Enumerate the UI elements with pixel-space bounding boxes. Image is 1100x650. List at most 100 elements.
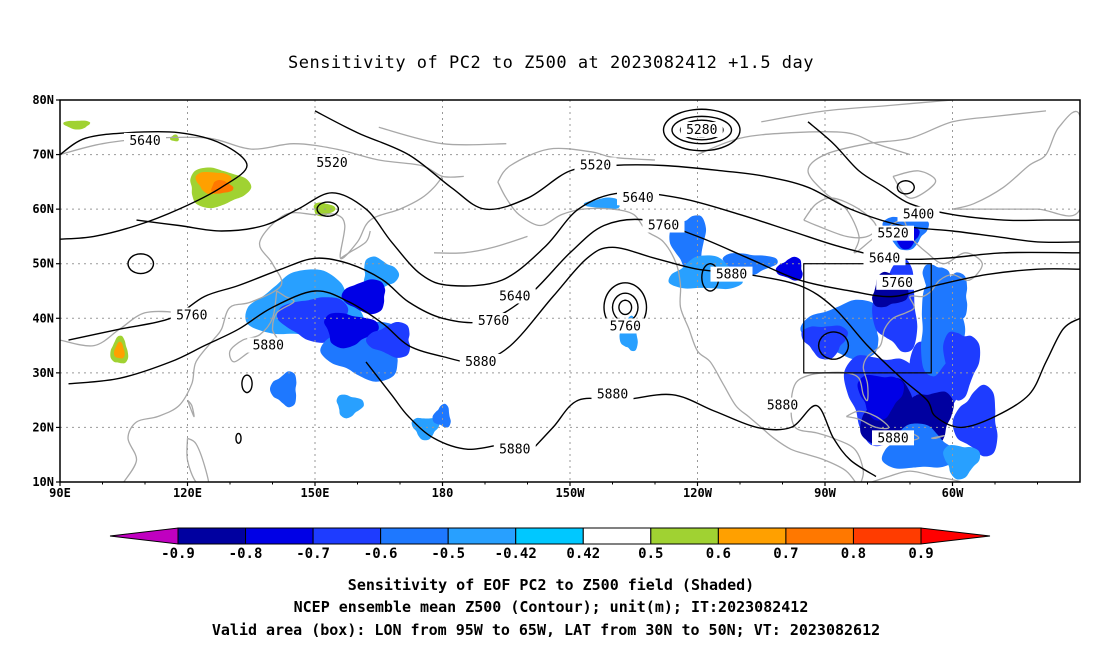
contour-label: 5520 bbox=[316, 156, 347, 171]
colorbar: -0.9 -0.8 -0.7 -0.6 -0.5 -0.42 0.42 0.5 0.6 0.7 0.… bbox=[109, 527, 991, 562]
contour-label: 5400 bbox=[903, 208, 934, 223]
coastline-9 bbox=[790, 110, 1047, 482]
shade-negative-10 bbox=[341, 279, 386, 315]
contour-label-bg bbox=[493, 441, 536, 457]
z500-closed-contour-11 bbox=[817, 331, 850, 360]
z500-contour-2 bbox=[807, 121, 1080, 222]
colorbar-box bbox=[245, 527, 314, 545]
caption-line-1: Sensitivity of EOF PC2 to Z500 field (Sh… bbox=[348, 576, 754, 594]
colorbar-box bbox=[717, 527, 787, 545]
lat-tick-label: 50N bbox=[32, 257, 54, 271]
colorbar-label: -0.9 bbox=[161, 546, 195, 562]
shade-negative-14 bbox=[775, 256, 803, 281]
coastline-3 bbox=[186, 399, 195, 418]
shade-negative-8 bbox=[411, 417, 440, 441]
shade-negative-3 bbox=[324, 312, 379, 349]
lon-tick-label: 150W bbox=[556, 486, 586, 500]
graticule bbox=[60, 100, 1080, 482]
contour-label: 5880 bbox=[767, 399, 798, 414]
contour-label: 5280 bbox=[686, 123, 717, 138]
contour-label-bg bbox=[876, 274, 919, 290]
contour-label: 5880 bbox=[465, 355, 496, 370]
contour-label-bg bbox=[170, 307, 213, 323]
contour-label-bg bbox=[710, 266, 753, 282]
contour-label: 5880 bbox=[877, 431, 908, 446]
z500-contour-0 bbox=[60, 130, 248, 240]
colorbar-label: 0.5 bbox=[638, 546, 663, 562]
colorbar-label: -0.6 bbox=[364, 546, 398, 562]
coastline-5 bbox=[340, 230, 371, 259]
contour-label-bg bbox=[872, 225, 914, 241]
shade-negative-6 bbox=[269, 371, 297, 408]
z500-contour-7 bbox=[526, 393, 877, 478]
contour-label-bg bbox=[680, 122, 723, 138]
lat-tick-label: 10N bbox=[32, 475, 54, 489]
shade-negative-16 bbox=[583, 197, 620, 210]
coastline-8 bbox=[433, 235, 528, 254]
z500-closed-contour-0 bbox=[671, 115, 733, 145]
contour-label: 5760 bbox=[882, 276, 913, 291]
colorbar-label: -0.8 bbox=[229, 546, 263, 562]
shade-negative-33 bbox=[922, 264, 951, 300]
z500-closed-contour-12 bbox=[241, 374, 253, 394]
z500-contour-5 bbox=[68, 246, 1080, 429]
contour-label-bg bbox=[459, 353, 502, 369]
colorbar-box bbox=[650, 527, 719, 545]
caption-line-2: NCEP ensemble mean Z500 (Contour); unit(… bbox=[294, 598, 809, 616]
shade-positive-4 bbox=[63, 120, 91, 130]
colorbar-box bbox=[852, 527, 922, 545]
lat-tick-label: 20N bbox=[32, 420, 54, 434]
colorbar-box bbox=[447, 527, 517, 545]
lon-tick-label: 90E bbox=[49, 486, 71, 500]
contour-label-bg bbox=[897, 206, 940, 222]
contour-label-bg bbox=[761, 397, 804, 413]
z500-closed-contour-3 bbox=[662, 108, 741, 152]
lat-tick-label: 40N bbox=[32, 311, 54, 325]
colorbar-label: -0.5 bbox=[431, 546, 465, 562]
contour-label: 5760 bbox=[648, 219, 679, 234]
contour-label: 5640 bbox=[622, 191, 653, 206]
lat-tick-label: 70N bbox=[32, 148, 54, 162]
shade-negative-25 bbox=[857, 374, 904, 421]
z500-closed-contour-13 bbox=[235, 432, 242, 444]
coastline-15 bbox=[803, 197, 877, 239]
lat-tick-label: 60N bbox=[32, 202, 54, 216]
map-panel: 5640 5520 5280 5520 5640 5760 5400 5520 5640 5880… bbox=[32, 93, 1081, 500]
coastline-12 bbox=[931, 434, 945, 440]
contour-label: 5880 bbox=[253, 339, 284, 354]
contour-label-bg bbox=[124, 132, 166, 148]
lon-tick-label: 120W bbox=[683, 486, 713, 500]
z500-contour-1 bbox=[314, 110, 1080, 243]
contour-label-bg bbox=[472, 313, 515, 329]
shade-negative-7 bbox=[336, 394, 364, 419]
z500-closed-contour-7 bbox=[316, 201, 340, 217]
lat-tick-label: 30N bbox=[32, 366, 54, 380]
colorbar-box bbox=[380, 527, 449, 545]
colorbar-box bbox=[785, 527, 854, 545]
contour-label: 5640 bbox=[869, 251, 900, 266]
lon-tick-label: 180 bbox=[432, 486, 454, 500]
shade-negative-4 bbox=[365, 321, 411, 358]
colorbar-label: 0.6 bbox=[706, 546, 731, 562]
z500-closed-contour-9 bbox=[701, 263, 720, 292]
contour-label: 5880 bbox=[597, 388, 628, 403]
contour-label-bg bbox=[574, 157, 617, 173]
colorbar-label: 0.7 bbox=[773, 546, 798, 562]
contour-label: 5880 bbox=[499, 442, 530, 457]
contour-label-bg bbox=[311, 154, 353, 170]
contour-label: 5520 bbox=[580, 158, 611, 173]
lon-tick-label: 120E bbox=[173, 486, 202, 500]
z500-closed-contour-1 bbox=[679, 119, 724, 141]
colorbar-box bbox=[312, 527, 382, 545]
contour-labels: 5640 5520 5280 5520 5640 5760 5400 5520 5640 5880… bbox=[124, 122, 940, 457]
contour-label: 5520 bbox=[877, 227, 908, 242]
z500-closed-contour-6 bbox=[618, 299, 633, 316]
figure-title: Sensitivity of PC2 to Z500 at 2023082412… bbox=[288, 53, 814, 73]
colorbar-max-arrow bbox=[920, 527, 991, 545]
contour-label-bg bbox=[493, 288, 536, 304]
shade-negative-20 bbox=[801, 325, 848, 360]
colorbar-label: -0.42 bbox=[495, 546, 537, 562]
colorbar-box bbox=[515, 527, 584, 545]
lon-tick-label: 60W bbox=[942, 486, 964, 500]
